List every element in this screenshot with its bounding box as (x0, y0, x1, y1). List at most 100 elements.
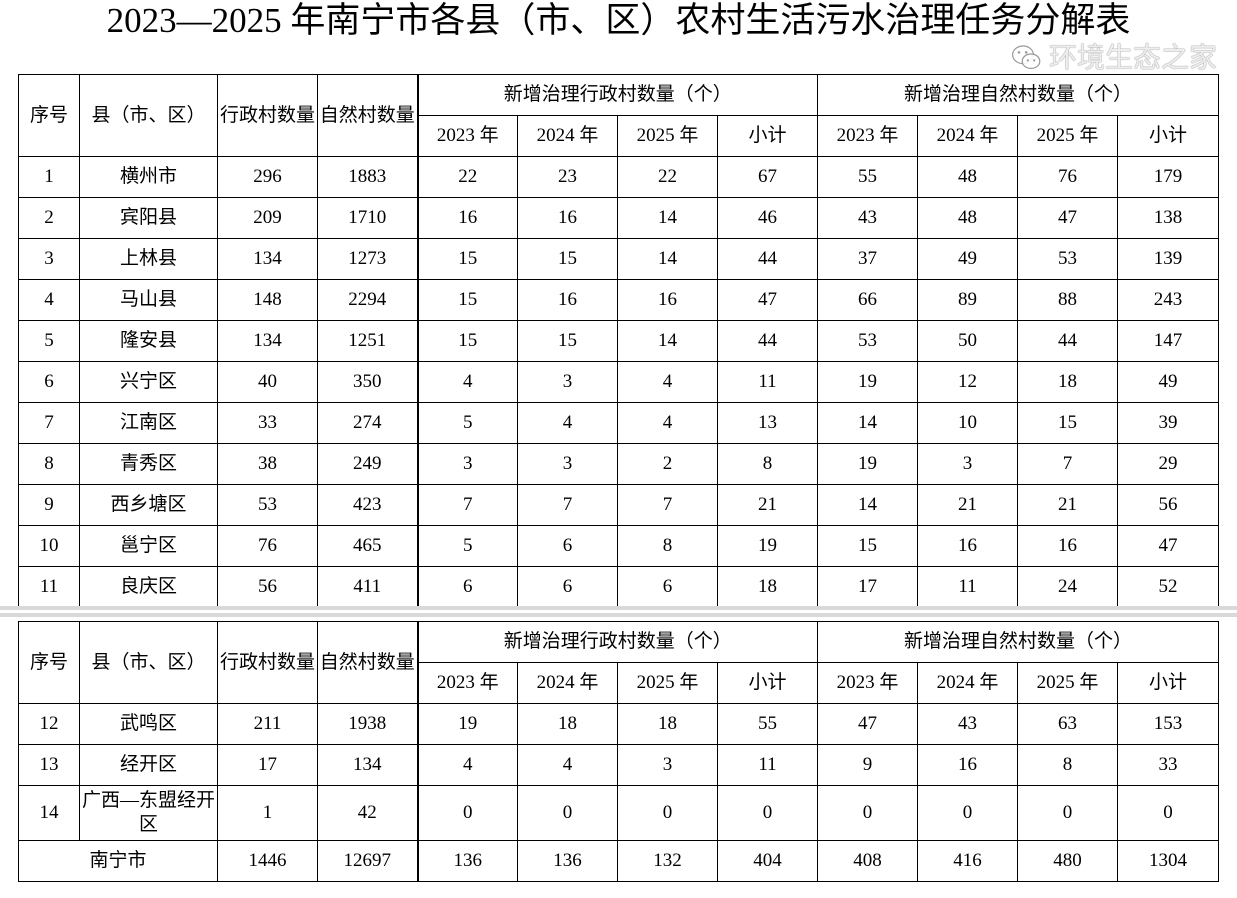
task-table-part-1: 序号 县（市、区） 行政村数量 自然村数量 新增治理行政村数量（个） 新增治理自然村数量（… (18, 74, 1220, 608)
natural-2025-cell: 47 (1017, 197, 1119, 239)
total-admin-2025-cell: 132 (617, 840, 718, 882)
natural-villages-cell: 465 (317, 525, 418, 567)
natural-villages-cell: 249 (317, 443, 418, 485)
header-natural-villages: 自然村数量 (317, 74, 418, 157)
county-name-cell: 马山县 (79, 279, 218, 321)
natural-subtotal-cell: 47 (1117, 525, 1220, 567)
row-no-cell: 2 (18, 197, 80, 239)
natural-villages-cell: 1883 (317, 156, 418, 198)
watermark-text: 环境生态之家 (1048, 41, 1217, 74)
natural-2024-cell: 48 (917, 156, 1019, 198)
admin-2024-cell: 4 (517, 744, 618, 786)
header-county: 县（市、区） (79, 74, 218, 157)
natural-villages-cell: 1273 (317, 238, 418, 280)
header-year: 小计 (1117, 115, 1220, 157)
natural-2024-cell: 48 (917, 197, 1019, 239)
header-row: 2023 年 2024 年 2025 年小计 2023 年 2024 年 2025 年小计 (19, 115, 1220, 157)
admin-subtotal-cell: 0 (716, 785, 819, 841)
admin-subtotal-cell: 8 (716, 443, 819, 485)
admin-2023-cell: 5 (416, 402, 518, 444)
admin-subtotal-cell: 46 (716, 197, 819, 239)
natural-2023-cell: 19 (817, 361, 919, 403)
page-title: 2023—2025 年南宁市各县（市、区）农村生活污水治理任务分解表 (106, 1, 1131, 40)
admin-2024-cell: 15 (517, 238, 618, 280)
county-name-cell: 上林县 (79, 238, 218, 280)
admin-2025-cell: 16 (617, 279, 718, 321)
admin-2025-cell: 22 (617, 156, 718, 198)
natural-2023-cell: 0 (817, 785, 919, 841)
admin-villages-cell: 56 (217, 566, 318, 608)
row-no-cell: 7 (18, 402, 80, 444)
natural-2024-cell: 49 (917, 238, 1019, 280)
total-natural-2024-cell: 416 (917, 840, 1019, 882)
county-name-cell: 宾阳县 (79, 197, 218, 239)
header-year: 小计 (716, 115, 819, 157)
header-year: 小计 (716, 662, 819, 704)
natural-2025-cell: 76 (1017, 156, 1119, 198)
county-name-cell: 兴宁区 (79, 361, 218, 403)
table-row: 3 上林县 134 1273 15 15 14 44 37 49 53 139 (18, 238, 1220, 280)
admin-2024-cell: 3 (517, 361, 618, 403)
county-name-cell: 武鸣区 (79, 703, 218, 745)
county-name-cell: 经开区 (79, 744, 218, 786)
header-year: 2024 年 (917, 662, 1019, 704)
natural-villages-cell: 1710 (317, 197, 418, 239)
admin-2024-cell: 6 (517, 525, 618, 567)
natural-2025-cell: 21 (1017, 484, 1119, 526)
natural-villages-cell: 423 (317, 484, 418, 526)
natural-subtotal-cell: 56 (1117, 484, 1220, 526)
admin-2025-cell: 4 (617, 402, 718, 444)
admin-subtotal-cell: 11 (716, 361, 819, 403)
natural-2025-cell: 24 (1017, 566, 1119, 608)
natural-2025-cell: 16 (1017, 525, 1119, 567)
header-row: 序号 县（市、区） 行政村数量 自然村数量 新增治理行政村数量（个） 新增治理自然村数量（… (18, 74, 1220, 157)
header-year: 2025 年 (617, 115, 718, 157)
natural-2023-cell: 53 (817, 320, 919, 362)
table-row: 11 良庆区 56 411 6 6 6 18 17 11 24 52 (18, 566, 1220, 608)
table-row: 4 马山县 148 2294 15 16 16 47 66 89 88 243 (18, 279, 1220, 321)
total-natural-subtotal-cell: 1304 (1117, 840, 1220, 882)
header-year: 2023 年 (817, 115, 919, 157)
natural-subtotal-cell: 153 (1117, 703, 1220, 745)
admin-villages-cell: 211 (217, 703, 318, 745)
header-county: 县（市、区） (79, 621, 218, 704)
row-no-cell: 12 (18, 703, 80, 745)
header-new-natural-villages: 新增治理自然村数量（个） (817, 621, 1220, 663)
page-break-divider (0, 606, 1237, 610)
header-row: 序号 县（市、区） 行政村数量 自然村数量 新增治理行政村数量（个） 新增治理自然村数量（… (18, 621, 1220, 704)
natural-2025-cell: 7 (1017, 443, 1119, 485)
total-natural-2025-cell: 480 (1017, 840, 1119, 882)
admin-villages-cell: 40 (217, 361, 318, 403)
admin-2024-cell: 23 (517, 156, 618, 198)
admin-2025-cell: 14 (617, 320, 718, 362)
admin-2023-cell: 3 (416, 443, 518, 485)
natural-2024-cell: 0 (917, 785, 1019, 841)
admin-subtotal-cell: 13 (716, 402, 819, 444)
admin-2023-cell: 15 (416, 238, 518, 280)
admin-villages-cell: 148 (217, 279, 318, 321)
natural-2023-cell: 19 (817, 443, 919, 485)
admin-villages-cell: 76 (217, 525, 318, 567)
natural-villages-cell: 1938 (317, 703, 418, 745)
natural-2023-cell: 37 (817, 238, 919, 280)
natural-2023-cell: 55 (817, 156, 919, 198)
natural-subtotal-cell: 52 (1117, 566, 1220, 608)
admin-subtotal-cell: 47 (716, 279, 819, 321)
admin-subtotal-cell: 67 (716, 156, 819, 198)
admin-2023-cell: 7 (416, 484, 518, 526)
natural-subtotal-cell: 49 (1117, 361, 1220, 403)
admin-2025-cell: 6 (617, 566, 718, 608)
natural-2024-cell: 50 (917, 320, 1019, 362)
header-no: 序号 (18, 621, 80, 704)
natural-2025-cell: 63 (1017, 703, 1119, 745)
natural-2023-cell: 66 (817, 279, 919, 321)
natural-villages-cell: 350 (317, 361, 418, 403)
admin-villages-cell: 17 (217, 744, 318, 786)
admin-2025-cell: 14 (617, 238, 718, 280)
table-row: 1 横州市 296 1883 22 23 22 67 55 48 76 179 (18, 156, 1220, 198)
admin-2023-cell: 15 (416, 279, 518, 321)
county-name-cell: 江南区 (79, 402, 218, 444)
natural-subtotal-cell: 138 (1117, 197, 1220, 239)
header-year: 2024 年 (517, 115, 618, 157)
admin-villages-cell: 209 (217, 197, 318, 239)
